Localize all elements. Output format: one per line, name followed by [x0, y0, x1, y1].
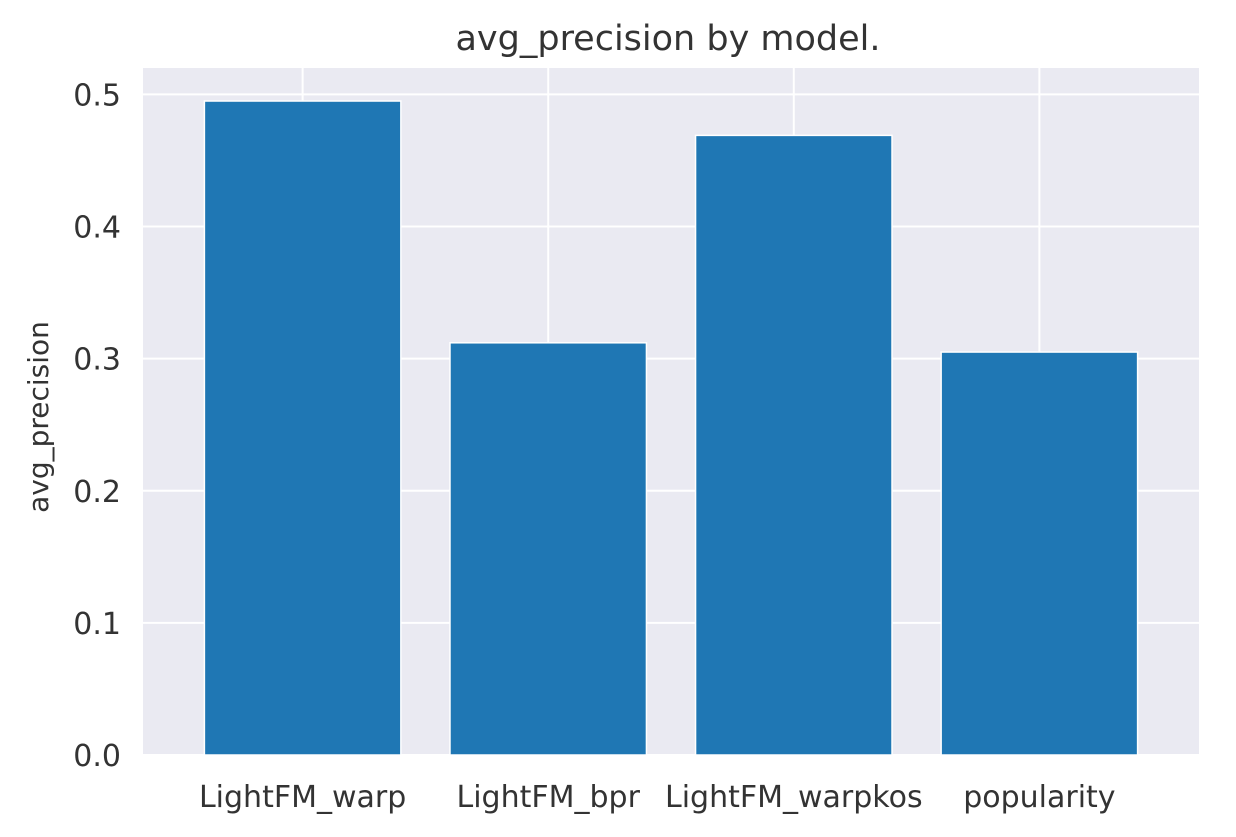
y-tick-label: 0.4: [73, 211, 121, 246]
bars: [203, 100, 1139, 756]
y-tick-label: 0.0: [73, 739, 121, 774]
x-tick-label: popularity: [963, 780, 1115, 815]
x-tick-label: LightFM_warpkos: [665, 780, 923, 815]
y-tick-labels: 0.0 0.1 0.2 0.3 0.4 0.5: [73, 78, 121, 774]
y-tick-label: 0.3: [73, 343, 121, 378]
bar: [940, 351, 1139, 756]
y-axis-label: avg_precision: [22, 321, 55, 513]
x-tick-label: LightFM_bpr: [456, 780, 640, 815]
y-tick-label: 0.2: [73, 475, 121, 510]
y-tick-label: 0.5: [73, 78, 121, 113]
bar: [694, 134, 893, 756]
chart-title: avg_precision by model.: [455, 19, 880, 59]
x-tick-labels: LightFM_warp LightFM_bpr LightFM_warpkos po…: [199, 780, 1116, 815]
bar: [449, 342, 648, 756]
y-tick-label: 0.1: [73, 607, 121, 642]
x-tick-label: LightFM_warp: [199, 780, 406, 815]
bar: [203, 100, 402, 756]
